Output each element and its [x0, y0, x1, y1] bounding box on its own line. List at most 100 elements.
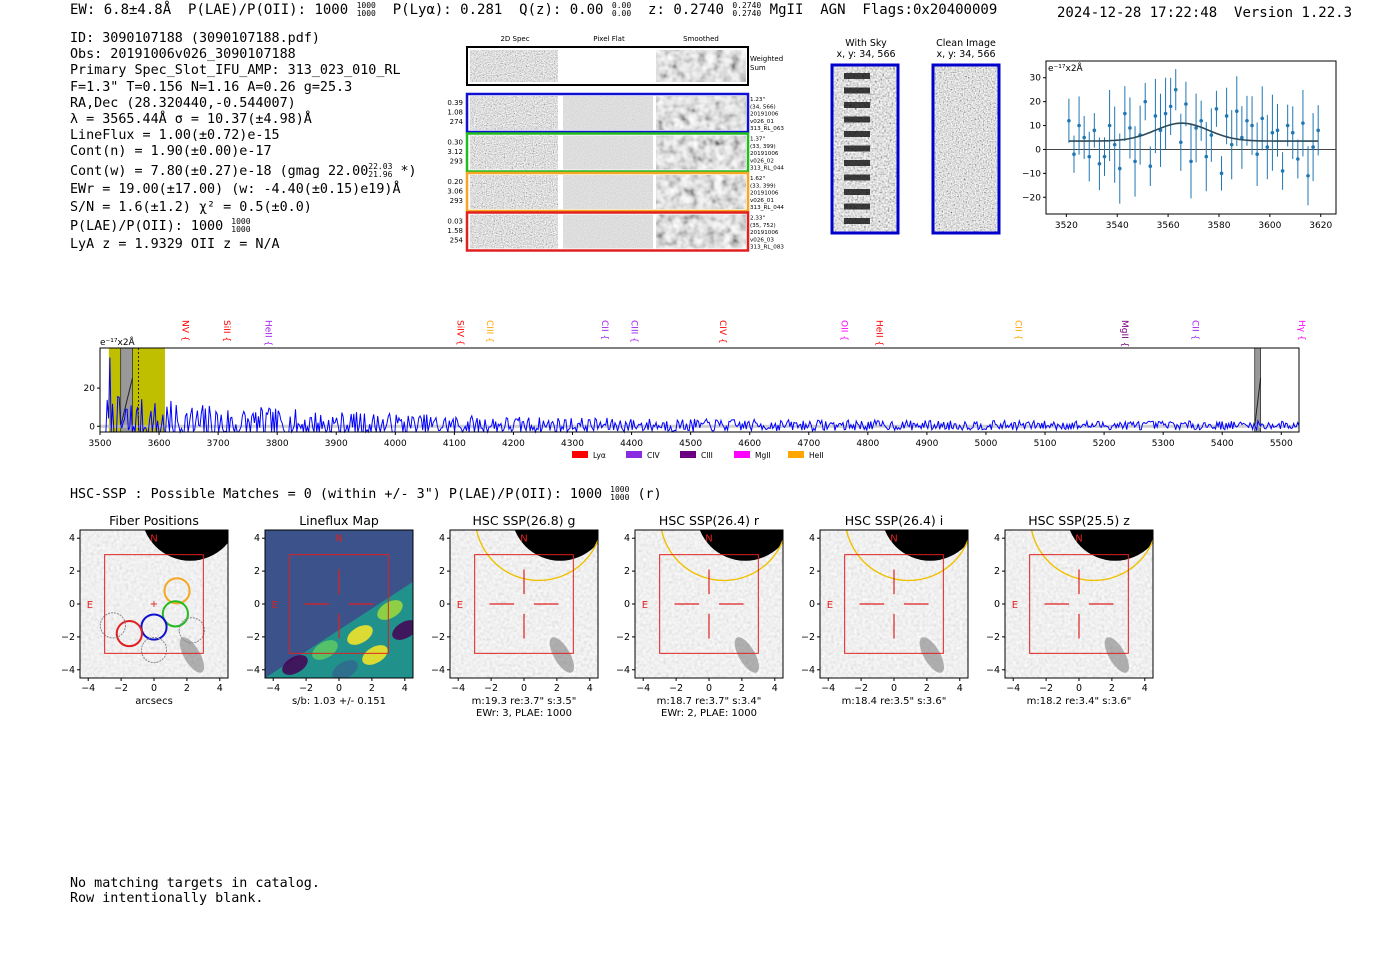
- spec-line-marker: SiII {: [221, 320, 231, 342]
- sky-band: [844, 73, 870, 79]
- hsc-ytick-label: −2: [616, 632, 630, 643]
- info-contw: Cont(w) = 7.80(±0.27)e-18 (gmag 22.00 22.…: [70, 161, 417, 179]
- cutout-left-label: 0.20: [447, 178, 463, 186]
- spec-line-marker: Hγ {: [1296, 320, 1306, 341]
- spec-xtick-label: 5500: [1270, 439, 1293, 449]
- hsc-ytick-label: −2: [986, 632, 1000, 643]
- hsc-xtick-label: −4: [266, 683, 280, 694]
- zoom-point: [1194, 126, 1198, 130]
- cutout-right-label: 20191006: [750, 191, 779, 197]
- spec-line-marker: CIII {: [484, 320, 494, 343]
- header-z: z: 0.2740: [648, 2, 724, 18]
- info-radec: RA,Dec (28.320440,-0.544007): [70, 95, 296, 111]
- hsc-ytick-label: −4: [986, 665, 1000, 676]
- sky-band: [844, 131, 870, 137]
- spec-line-marker: SiIV {: [454, 320, 464, 346]
- fiber-circle: [161, 600, 189, 628]
- hsc-ytick-label: 4: [439, 533, 445, 544]
- spec-line-marker: MgII {: [1119, 320, 1129, 347]
- hsc-ytick-label: 2: [254, 566, 260, 577]
- spec-xtick-label: 3900: [325, 439, 348, 449]
- hsc-ytick-label: 0: [69, 599, 75, 610]
- info-block: ID: 3090107188 (3090107188.pdf) Obs: 201…: [70, 31, 417, 254]
- hsc-summary: HSC-SSP : Possible Matches = 0 (within +…: [70, 485, 662, 503]
- cutout-frame: [465, 211, 750, 252]
- footer-line-1: No matching targets in catalog.: [70, 876, 320, 891]
- hsc-xtick-label: 0: [151, 683, 157, 694]
- zoom-point: [1290, 130, 1295, 135]
- spec-axes-frame: [99, 347, 1300, 433]
- zoom-point: [1306, 173, 1310, 178]
- zoom-xtick-label: 3560: [1157, 221, 1180, 231]
- header-ew: EW: 6.8±4.8Å: [70, 2, 172, 18]
- match-aperture: [845, 530, 968, 582]
- hsc-ytick-label: −2: [61, 632, 75, 643]
- hsc-ytick-label: 2: [809, 566, 815, 577]
- weighted-sum-label-2: Sum: [750, 64, 766, 72]
- spec-axes-bg: [100, 348, 1299, 432]
- zoom-point: [1296, 157, 1300, 161]
- spec-xtick-label: 4000: [384, 439, 407, 449]
- hsc-panel: HSC SSP(25.5) z N E −4 −4 −2 −2 0 0 2 2 4 4 m:18.2 re…: [986, 513, 1154, 707]
- spec-line-marker: CIV {: [717, 320, 727, 344]
- lineflux-blob: [377, 600, 403, 620]
- zoom-point: [1245, 118, 1249, 123]
- spec-xtick-label: 4200: [502, 439, 525, 449]
- hsc-ytick-label: −2: [801, 632, 815, 643]
- header-qz: Q(z): 0.00: [519, 2, 604, 18]
- hsc-panel: HSC SSP(26.4) i N E −4 −4 −2 −2 0 0 2 2 4 4 m:18.4 re…: [801, 513, 969, 707]
- spec-ylabel: e⁻¹⁷x2Å: [100, 336, 136, 348]
- with-sky-frame: [830, 63, 900, 235]
- spec-legend: Lyα CIV CIII MgII HeII: [572, 451, 824, 460]
- east-label: E: [457, 600, 463, 611]
- hsc-xtick-label: −4: [451, 683, 465, 694]
- hsc-xtick-label: 2: [924, 683, 930, 694]
- sky-band: [844, 203, 870, 210]
- header-z-frac: 0.2740 0.2740: [732, 1, 762, 18]
- hsc-panel-xlabel: s/b: 1.03 +/- 0.151: [292, 696, 386, 707]
- hsc-ytick-label: −4: [61, 665, 75, 676]
- header-flags: Flags:0x20400009: [862, 2, 998, 18]
- info-contn: Cont(n) = 1.90(±0.00)e-17: [70, 144, 272, 160]
- spec-xtick-label: 5300: [1152, 439, 1175, 449]
- zoom-point: [1112, 142, 1117, 147]
- full-spectrum-plot: 3500 3600 3700 3800 3900 4000 4100 4200 4300 4400…: [84, 320, 1306, 460]
- zoom-point: [1163, 111, 1168, 116]
- clean-image-frame: [931, 63, 1001, 235]
- zoom-point: [1067, 118, 1071, 123]
- faint-galaxy: [734, 637, 759, 673]
- spec-xtick-label: 4700: [797, 439, 820, 449]
- zoom-point: [1173, 87, 1178, 92]
- target-box: [474, 554, 574, 654]
- north-label: N: [520, 534, 527, 545]
- cutout-right-label: 1.23": [750, 97, 765, 103]
- info-primary: Primary Spec_Slot_IFU_AMP: 313_023_010_R…: [70, 63, 401, 79]
- zoom-point: [1189, 159, 1193, 164]
- target-box: [659, 554, 759, 654]
- source-ellipse: [547, 634, 577, 676]
- east-label: E: [1012, 600, 1018, 611]
- zoom-point: [1128, 126, 1132, 130]
- legend-label: MgII: [755, 451, 771, 460]
- hsc-bright-source: +: [99, 530, 228, 673]
- zoom-point: [1280, 169, 1285, 173]
- legend-swatch: [572, 451, 588, 458]
- bright-galaxy: [144, 530, 228, 561]
- info-params: F=1.3" T=0.156 N=1.16 A=0.26 g=25.3: [70, 79, 353, 95]
- hsc-ytick-label: 0: [439, 599, 445, 610]
- bright-galaxy: [1069, 530, 1153, 561]
- hsc-xtick-label: 2: [554, 683, 560, 694]
- hsc-panel-title: HSC SSP(26.4) i: [845, 513, 943, 528]
- spec-xtick-label: 5000: [975, 439, 998, 449]
- spec-xtick-label: 5100: [1034, 439, 1057, 449]
- sky-band: [844, 160, 870, 166]
- hsc-panel: HSC SSP(26.8) g N E −4 −4 −2 −2 0 0 2 2 4 4 m:19.3 re…: [431, 513, 599, 719]
- zoom-point: [1224, 114, 1229, 118]
- lineflux-blob: [362, 645, 388, 665]
- info-lineflux: LineFlux = 1.00(±0.72)e-15: [70, 128, 280, 144]
- cutout-smooth: [656, 214, 746, 249]
- cutout-right-label: 313_RL_063: [750, 126, 784, 132]
- hsc-ytick-label: 4: [624, 533, 630, 544]
- hsc-ytick-label: 2: [624, 566, 630, 577]
- zoom-ylabel: e⁻¹⁷x2Å: [1048, 62, 1084, 74]
